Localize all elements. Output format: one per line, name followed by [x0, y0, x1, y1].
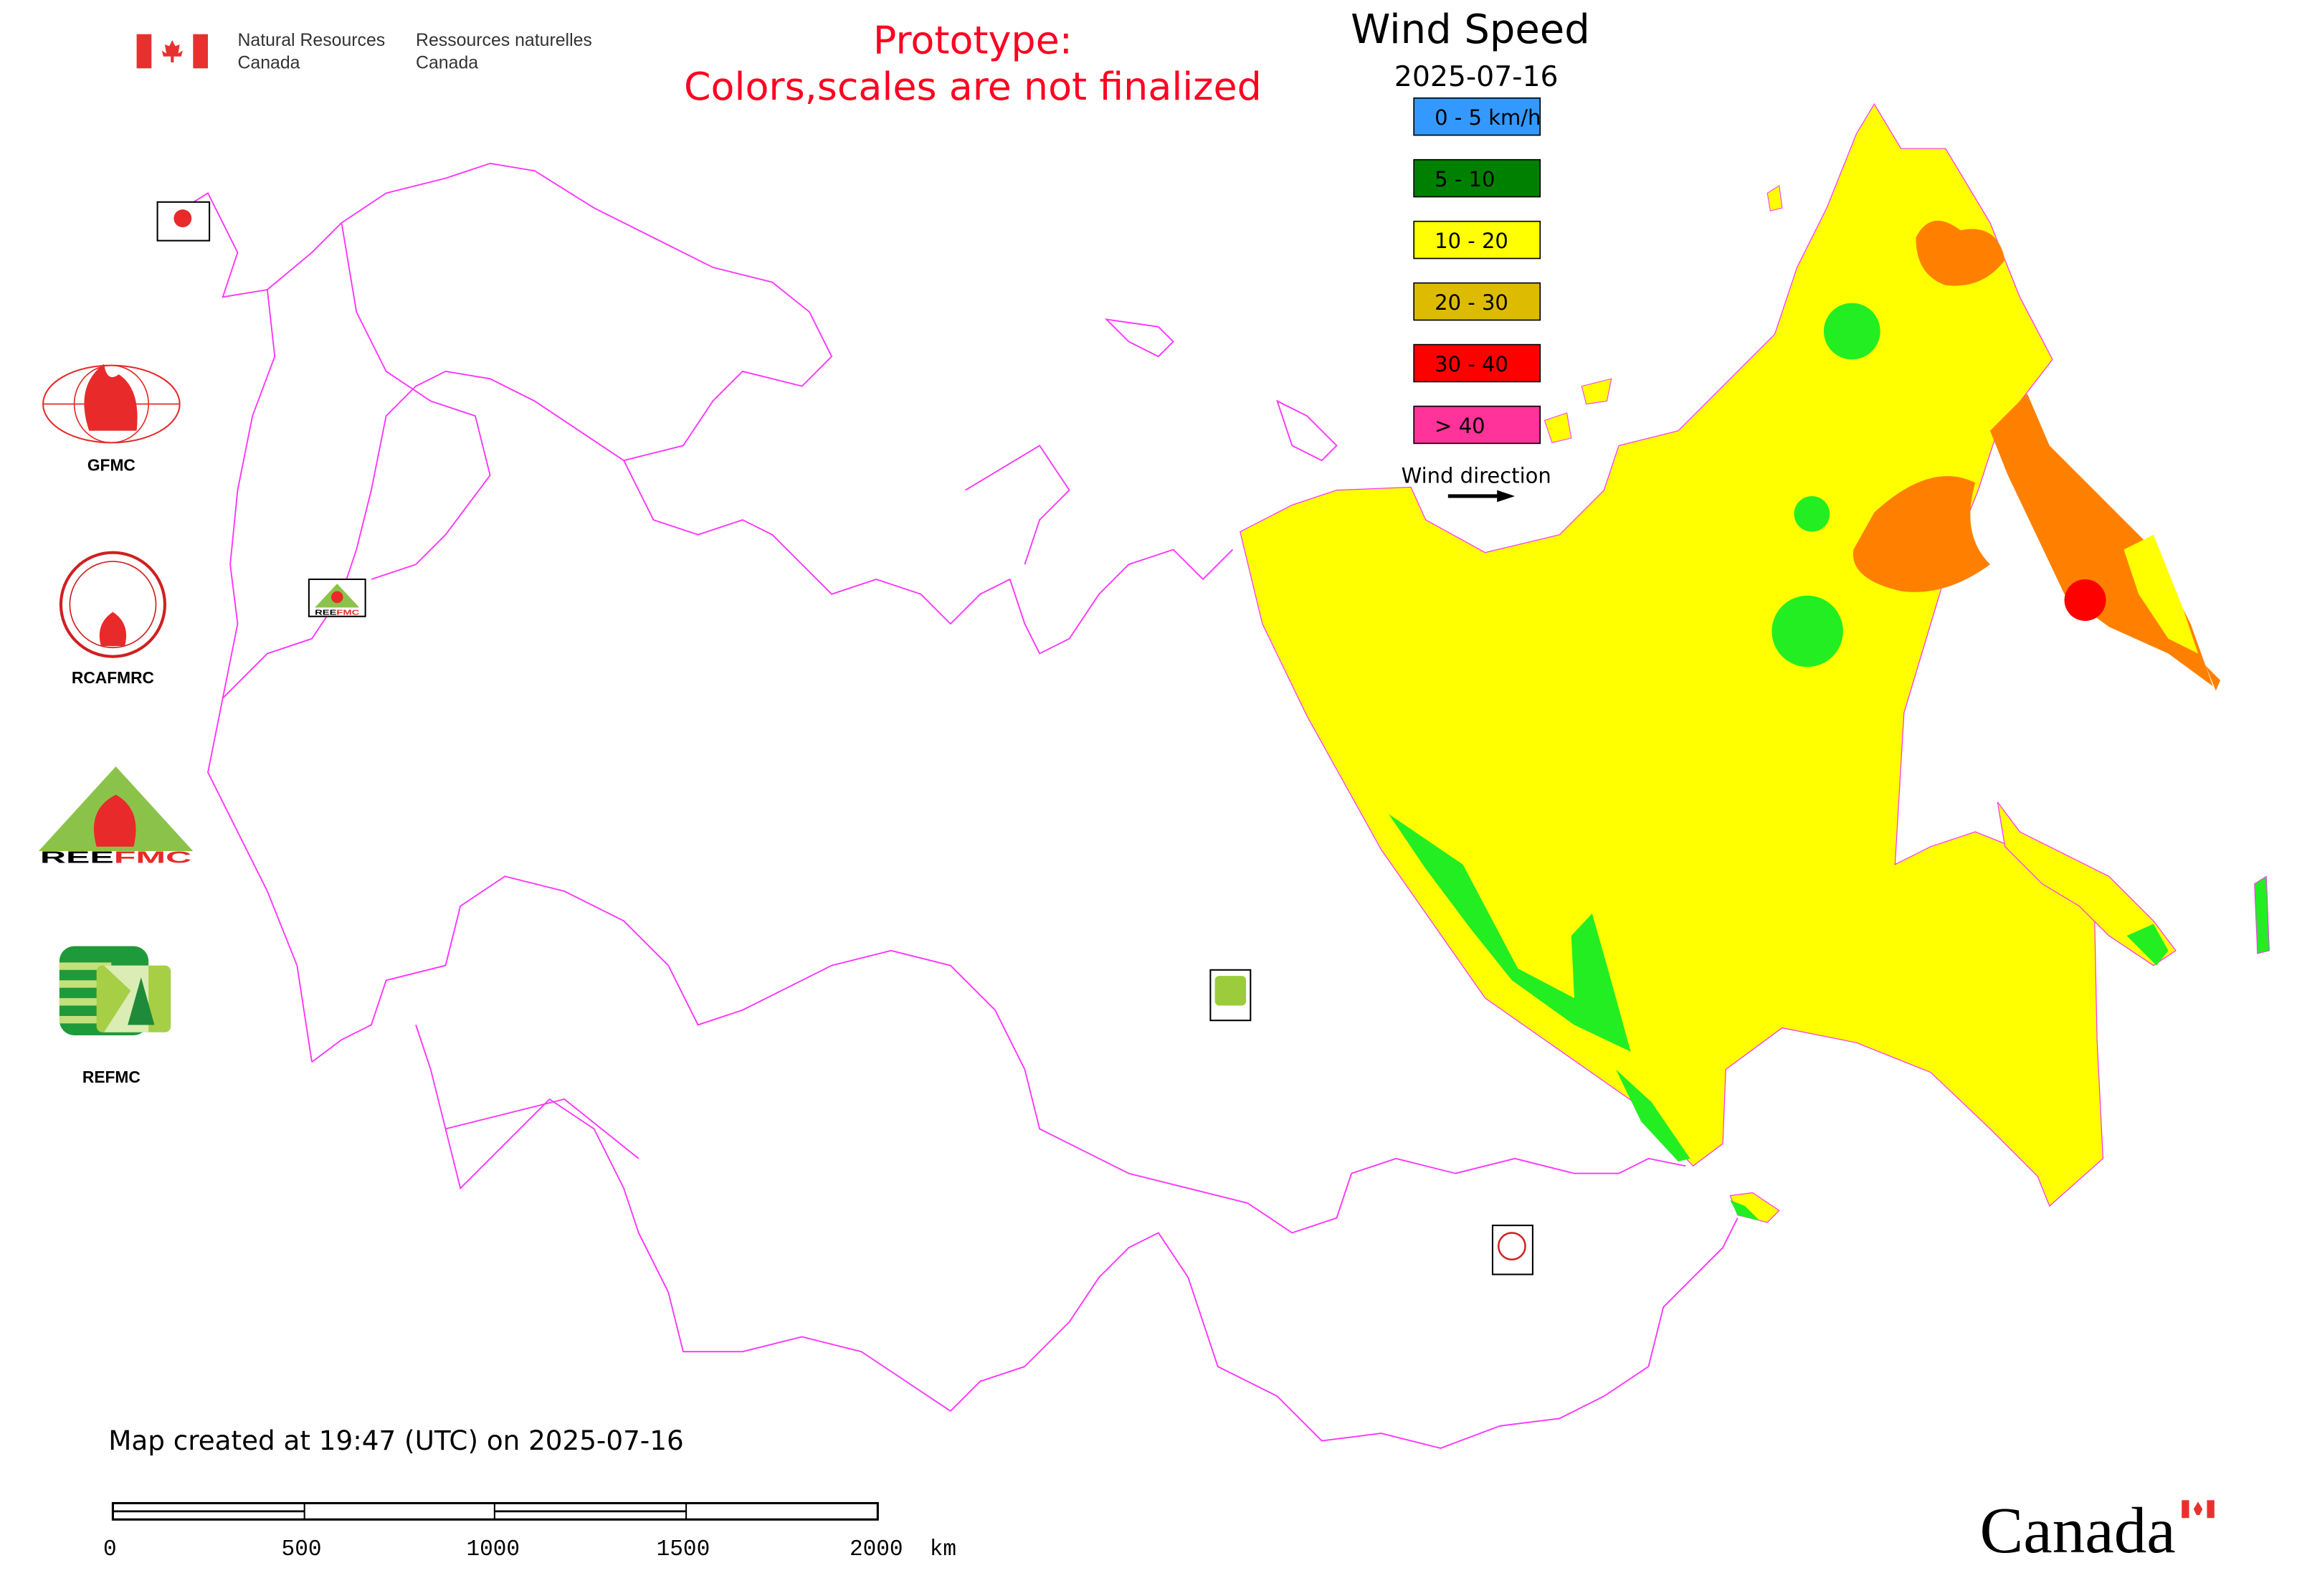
- agency-en-line1: Natural Resources: [237, 31, 385, 50]
- legend-swatch: [1413, 220, 1541, 260]
- legend-swatch: [1413, 97, 1541, 136]
- wind-zone-30-40: [2064, 579, 2106, 621]
- legend-label: 0 - 5 km/h: [1435, 105, 1541, 130]
- legend-date: 2025-07-16: [1394, 60, 1559, 93]
- arrow-right-icon: [1447, 490, 1516, 503]
- map-created-timestamp: Map created at 19:47 (UTC) on 2025-07-16: [108, 1425, 683, 1456]
- map-logo-gfmc: [156, 201, 211, 242]
- country-borders: [160, 162, 1739, 1449]
- legend-label: 30 - 40: [1435, 352, 1508, 376]
- wind-zone-5-10: [2126, 923, 2169, 966]
- legend-item: 30 - 40: [1413, 343, 1541, 383]
- prototype-notice-line1: Prototype:: [873, 18, 1072, 63]
- legend-item: 10 - 20: [1413, 220, 1541, 260]
- logo-reefmc-label: REEFMC: [40, 848, 191, 867]
- canada-wordmark-text: Canada: [1979, 1494, 2175, 1567]
- prototype-notice-line2: Colors,scales are not finalized: [684, 64, 1262, 109]
- scale-label-1500: 1500: [657, 1537, 710, 1562]
- legend-item: 0 - 5 km/h: [1413, 97, 1541, 136]
- legend-swatch: [1413, 282, 1541, 321]
- map-logo-reefmc: REEFMC: [308, 578, 366, 617]
- wind-zone-20-30: [1916, 220, 2005, 286]
- legend-item: > 40: [1413, 405, 1541, 445]
- wind-zone-20-30: [1852, 475, 1990, 592]
- logo-gfmc: GFMC: [42, 364, 181, 475]
- scale-label-1000: 1000: [466, 1537, 520, 1562]
- legend: Wind Speed 2025-07-16 0 - 5 km/h 5 - 10 10…: [1351, 6, 1590, 503]
- canada-flag-icon: [2182, 1500, 2215, 1519]
- map-logo-refmc: [1209, 969, 1252, 1022]
- legend-item: 20 - 30: [1413, 282, 1541, 321]
- logo-refmc: REFMC: [59, 946, 171, 1086]
- agency-en-line2: Canada: [237, 53, 300, 72]
- logo-rcafmrc-label: RCAFMRC: [72, 668, 154, 687]
- logo-refmc-label: REFMC: [82, 1068, 141, 1086]
- wind-zone-10-20: [2123, 534, 2198, 654]
- wind-speed-field: [1240, 103, 2270, 1223]
- wind-zone-5-10: [1615, 1069, 1690, 1162]
- map-logo-reefmc-lettering: REEFMC: [315, 609, 360, 617]
- legend-label: > 40: [1435, 414, 1485, 438]
- scale-label-500: 500: [282, 1537, 322, 1562]
- wind-zone-5-10: [1771, 595, 1843, 668]
- wind-zone-10-20: [1997, 802, 2177, 966]
- legend-swatch: [1413, 343, 1541, 383]
- wind-zone-10-20: [1240, 103, 2104, 1207]
- agency-fr-line1: Ressources naturelles: [416, 31, 592, 50]
- legend-swatch: [1413, 158, 1541, 198]
- scale-bar: 0 500 1000 1500 2000 km: [103, 1501, 956, 1562]
- logo-rcafmrc: RCAFMRC: [59, 551, 167, 687]
- map-logo-rcafmrc: [1491, 1225, 1533, 1276]
- wind-zone-5-10: [1794, 495, 1830, 532]
- legend-swatch: [1413, 405, 1541, 445]
- legend-label: 10 - 20: [1435, 229, 1508, 253]
- scale-label-0: 0: [103, 1537, 117, 1562]
- legend-label: 20 - 30: [1435, 290, 1508, 315]
- wind-zone-5-10: [1823, 303, 1880, 360]
- wind-zone-5-10: [1730, 1200, 1760, 1221]
- scale-label-2000-km: 2000 km: [850, 1537, 956, 1562]
- legend-label: 5 - 10: [1435, 167, 1495, 191]
- nrcan-signature: Natural Resources Canada Ressources natu…: [136, 31, 592, 72]
- wind-zone-5-10: [1388, 814, 1631, 1052]
- wind-direction-label: Wind direction: [1402, 463, 1551, 488]
- canada-flag-icon: [136, 34, 209, 69]
- agency-fr-line2: Canada: [416, 53, 478, 72]
- canada-wordmark: Canada: [1979, 1494, 2215, 1567]
- legend-title: Wind Speed: [1351, 6, 1590, 53]
- logo-gfmc-label: GFMC: [87, 456, 135, 475]
- legend-item: 5 - 10: [1413, 158, 1541, 198]
- logo-reefmc: REEFMC: [38, 766, 194, 867]
